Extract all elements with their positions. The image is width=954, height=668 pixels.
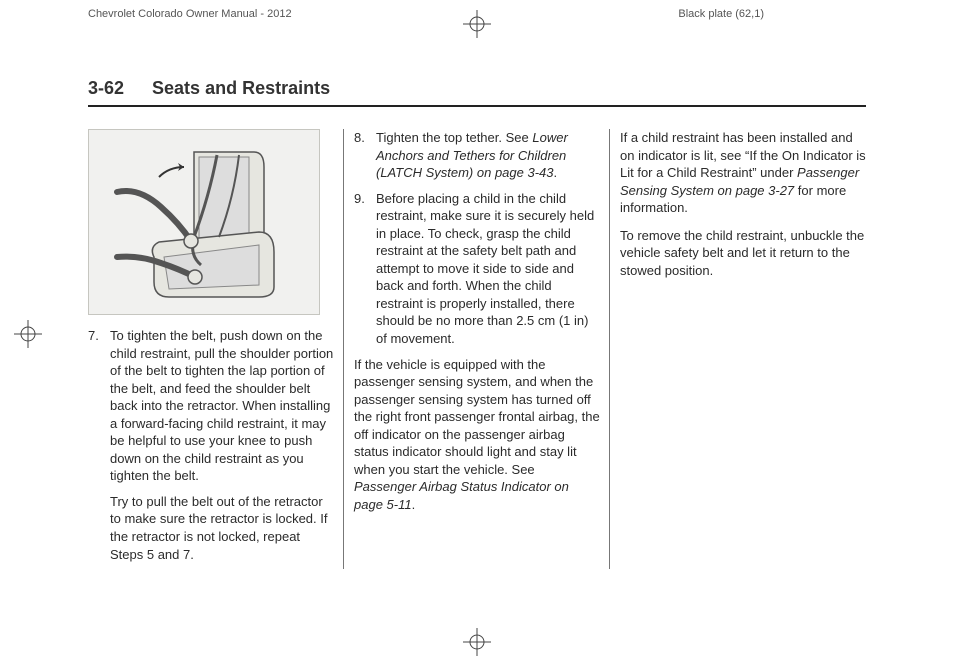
column-3: If a child restraint has been installed … <box>620 129 866 573</box>
registration-mark-icon <box>14 320 42 348</box>
list-item: 8. Tighten the top tether. See Lower Anc… <box>354 129 600 182</box>
column-divider <box>600 129 620 573</box>
paragraph: If the vehicle is equipped with the pass… <box>354 356 600 514</box>
manual-title: Chevrolet Colorado Owner Manual - 2012 <box>88 8 292 20</box>
registration-mark-icon <box>463 628 491 656</box>
plate-label: Black plate (62,1) <box>678 8 764 20</box>
text-run: . <box>412 497 416 512</box>
step-body: To tighten the belt, push down on the ch… <box>110 327 334 485</box>
section-title: Seats and Restraints <box>152 78 330 99</box>
column-divider <box>334 129 354 573</box>
text-run: Tighten the top tether. See <box>376 130 532 145</box>
step-continuation: Try to pull the belt out of the retracto… <box>110 493 334 563</box>
column-2: 8. Tighten the top tether. See Lower Anc… <box>354 129 600 573</box>
child-restraint-illustration <box>88 129 320 315</box>
registration-mark-icon <box>463 10 491 38</box>
text-run: If the vehicle is equipped with the pass… <box>354 357 600 477</box>
step-body: Tighten the top tether. See Lower Anchor… <box>376 129 600 182</box>
list-item: 9. Before placing a child in the child r… <box>354 190 600 348</box>
step-number: 8. <box>354 129 376 182</box>
page-header-bar: 3-62 Seats and Restraints <box>88 78 866 107</box>
text-run: . <box>554 165 558 180</box>
column-1: 7. To tighten the belt, push down on the… <box>88 129 334 573</box>
step-number: 7. <box>88 327 110 485</box>
step-number: 9. <box>354 190 376 348</box>
three-column-layout: 7. To tighten the belt, push down on the… <box>88 129 866 573</box>
list-item: 7. To tighten the belt, push down on the… <box>88 327 334 485</box>
paragraph: If a child restraint has been installed … <box>620 129 866 217</box>
page-content: 3-62 Seats and Restraints <box>88 78 866 618</box>
page-number: 3-62 <box>88 78 124 99</box>
step-body: Before placing a child in the child rest… <box>376 190 600 348</box>
cross-reference: Passenger Airbag Status Indicator on pag… <box>354 479 569 512</box>
paragraph: To remove the child restraint, unbuckle … <box>620 227 866 280</box>
